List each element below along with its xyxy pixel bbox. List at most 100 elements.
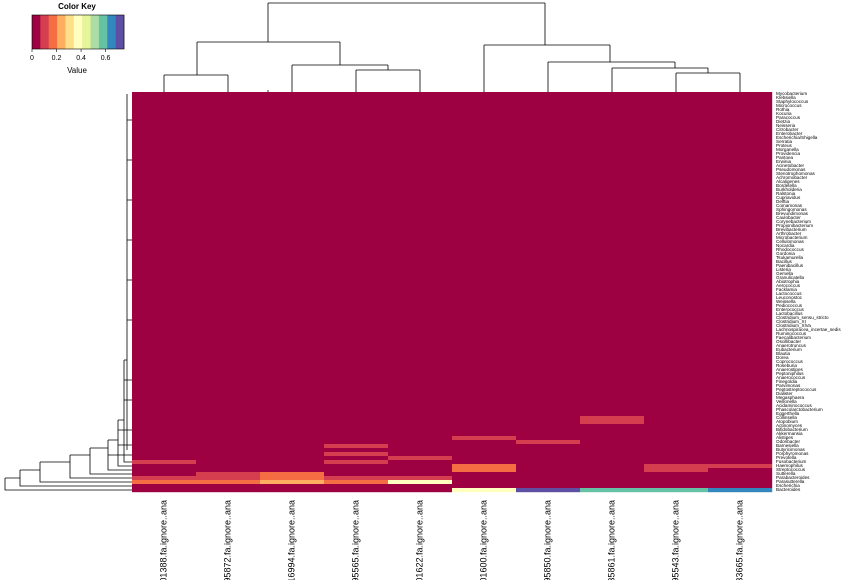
heatmap-cell [388, 184, 453, 189]
color-key-tick-label: 0.2 [52, 55, 62, 62]
heatmap-cell [324, 112, 389, 117]
heatmap-cell [324, 188, 389, 193]
row-label: Enterobacter [776, 131, 803, 136]
row-label: Roseburia [776, 363, 797, 368]
heatmap-cell [132, 260, 197, 265]
heatmap-cell [644, 460, 709, 465]
heatmap-cell [452, 204, 517, 209]
heatmap-cell [196, 376, 261, 381]
heatmap-cell [516, 92, 581, 97]
heatmap-cell [132, 148, 197, 153]
heatmap-cell [196, 268, 261, 273]
heatmap-cell [708, 232, 773, 237]
heatmap-cell [644, 352, 709, 357]
heatmap-cell [516, 424, 581, 429]
row-label: Weissella [776, 299, 796, 304]
heatmap-cell [388, 112, 453, 117]
heatmap-cell [580, 240, 645, 245]
heatmap-cell [132, 396, 197, 401]
heatmap-cell [388, 124, 453, 129]
heatmap-cell [644, 148, 709, 153]
heatmap-cell [388, 368, 453, 373]
heatmap-cell [708, 364, 773, 369]
heatmap-cell [580, 316, 645, 321]
heatmap-cell [132, 236, 197, 241]
heatmap-cell [452, 96, 517, 101]
heatmap-cell [260, 432, 325, 437]
heatmap-cell [580, 196, 645, 201]
heatmap-cell [452, 316, 517, 321]
heatmap-cell [708, 136, 773, 141]
heatmap-cell [196, 476, 261, 481]
heatmap-cell [580, 152, 645, 157]
heatmap-cell [324, 360, 389, 365]
heatmap-cell [580, 164, 645, 169]
heatmap-cell [324, 140, 389, 145]
heatmap-cell [516, 440, 581, 445]
heatmap-cell [452, 112, 517, 117]
heatmap-cell [644, 240, 709, 245]
heatmap-cell [708, 176, 773, 181]
heatmap-cell [324, 352, 389, 357]
heatmap-cell [388, 208, 453, 213]
heatmap-cell [132, 432, 197, 437]
heatmap-cell [644, 384, 709, 389]
heatmap-cell [516, 392, 581, 397]
heatmap-cell [516, 216, 581, 221]
color-key-border [31, 14, 125, 50]
heatmap-cell [516, 352, 581, 357]
heatmap-cell [324, 160, 389, 165]
row-label: Atopobium [776, 419, 798, 424]
heatmap-cell [644, 472, 709, 477]
heatmap-cell [388, 92, 453, 97]
heatmap-cell [516, 344, 581, 349]
heatmap-cell [708, 132, 773, 137]
heatmap-cell [644, 408, 709, 413]
heatmap-cell [452, 420, 517, 425]
heatmap-cell [516, 284, 581, 289]
heatmap-cell [708, 244, 773, 249]
heatmap-cell [260, 344, 325, 349]
row-label: Anaerococcus [776, 375, 806, 380]
color-key-swatch [65, 15, 75, 49]
heatmap-cell [260, 96, 325, 101]
heatmap-cell [324, 192, 389, 197]
heatmap-cell [132, 200, 197, 205]
heatmap-cell [260, 196, 325, 201]
heatmap-cell [644, 380, 709, 385]
heatmap-cell [132, 392, 197, 397]
heatmap-cell [388, 420, 453, 425]
heatmap-cell [388, 308, 453, 313]
heatmap-cell [644, 364, 709, 369]
color-key-title: Color Key [58, 2, 96, 11]
heatmap-cell [132, 164, 197, 169]
heatmap-cell [452, 428, 517, 433]
heatmap-cell [452, 488, 517, 493]
heatmap-cell [580, 256, 645, 261]
heatmap-cell [580, 148, 645, 153]
heatmap-cell [260, 316, 325, 321]
heatmap-cell [580, 104, 645, 109]
heatmap-cell [260, 412, 325, 417]
heatmap-cell [516, 428, 581, 433]
heatmap-cell [452, 136, 517, 141]
heatmap-cell [580, 376, 645, 381]
heatmap-cell [388, 228, 453, 233]
heatmap-cell [708, 156, 773, 161]
heatmap-cell [324, 232, 389, 237]
heatmap-cell [580, 168, 645, 173]
heatmap-cell [324, 436, 389, 441]
heatmap-cell [452, 164, 517, 169]
heatmap-cell [516, 100, 581, 105]
heatmap-cell [580, 412, 645, 417]
heatmap-cell [708, 380, 773, 385]
column-label: 095565.fa.ignore..ana [350, 500, 360, 580]
heatmap-cell [132, 212, 197, 217]
heatmap-cell [260, 296, 325, 301]
heatmap-cell [260, 172, 325, 177]
heatmap-cell [132, 440, 197, 445]
heatmap-cell [644, 296, 709, 301]
heatmap-cell [708, 404, 773, 409]
heatmap-cell [644, 476, 709, 481]
